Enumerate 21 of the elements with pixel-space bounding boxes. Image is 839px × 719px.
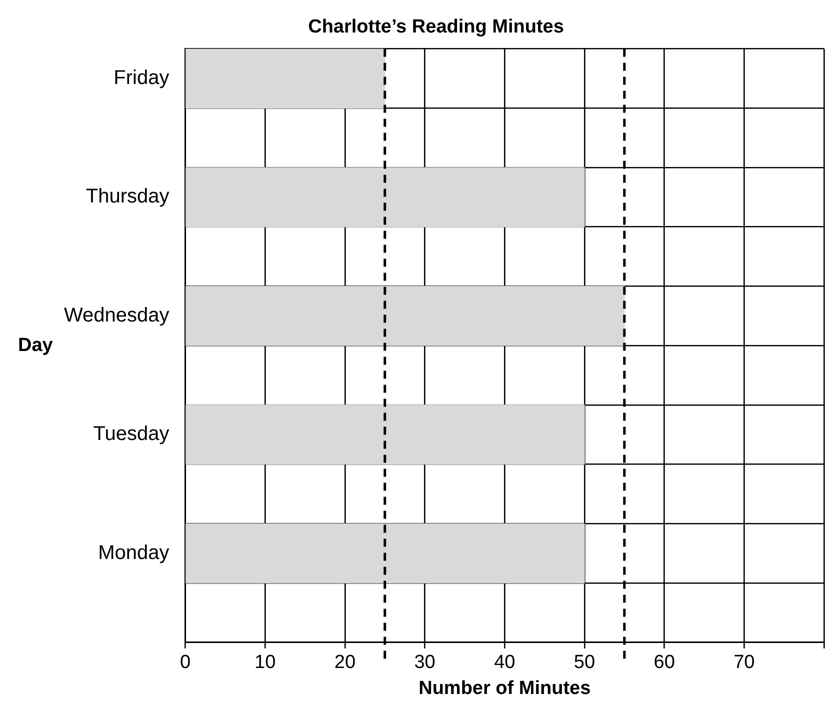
y-tick-label: Tuesday: [93, 423, 170, 446]
bar: [186, 48, 386, 108]
y-axis-title: Day: [18, 334, 54, 356]
y-tick-label: Thursday: [86, 186, 170, 208]
y-tick-label: Friday: [114, 66, 170, 89]
x-tick-label: 30: [414, 652, 436, 674]
x-tick-label: 60: [654, 652, 675, 674]
bar: [186, 167, 585, 228]
y-tick-label: Monday: [98, 542, 170, 564]
bar: [186, 404, 585, 465]
x-tick-label: 70: [734, 652, 755, 674]
x-tick-label: 20: [334, 652, 356, 674]
bar: [186, 286, 625, 346]
x-axis-title: Number of Minutes: [418, 678, 591, 699]
y-tick-label: Wednesday: [64, 304, 170, 326]
x-tick-label: 50: [574, 652, 596, 674]
chart-title: Charlotte’s Reading Minutes: [308, 16, 564, 38]
x-tick-label: 10: [254, 652, 276, 674]
x-tick-label: 0: [180, 652, 191, 674]
x-tick-label: 40: [494, 652, 516, 674]
bar: [186, 523, 585, 584]
